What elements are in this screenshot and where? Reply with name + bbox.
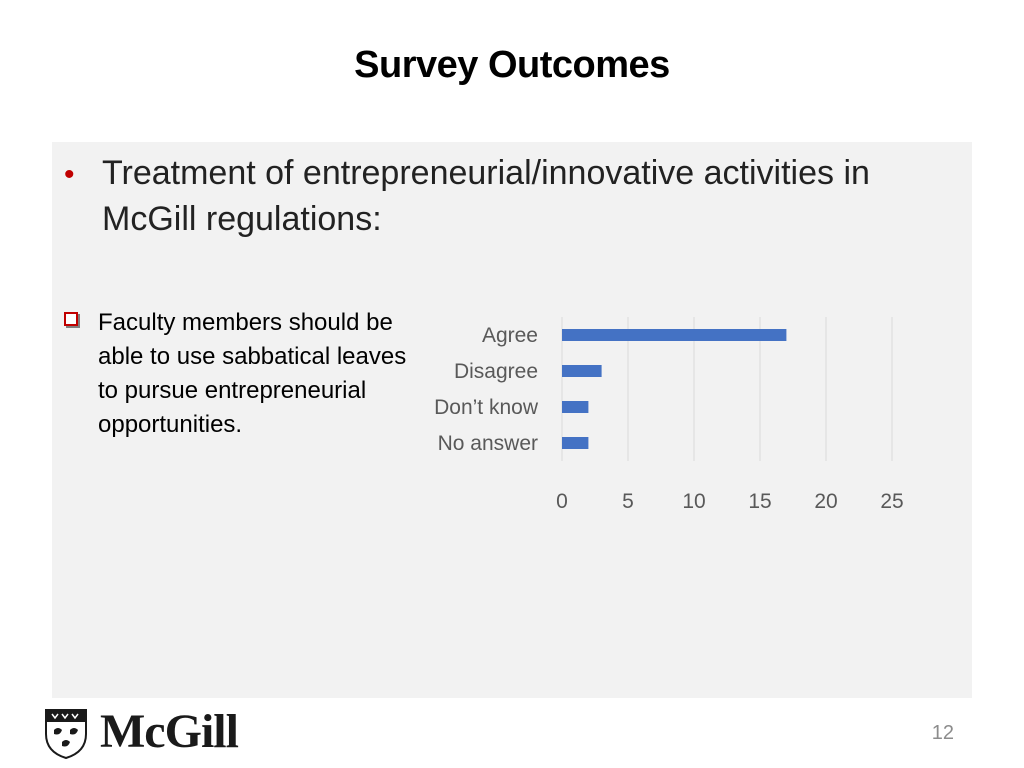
- checkbox-bullet-icon: [64, 312, 78, 326]
- chart-bars: [562, 329, 787, 449]
- category-label: No answer: [438, 432, 538, 455]
- page-number: 12: [931, 722, 954, 744]
- x-tick-label: 15: [748, 490, 771, 512]
- bullet-dot-icon: •: [64, 158, 75, 191]
- chart-tick-labels: 0 5 10 15 20 25: [556, 490, 904, 512]
- x-tick-label: 5: [622, 490, 634, 512]
- bar: [562, 329, 787, 341]
- mcgill-logo: McGill: [42, 704, 282, 760]
- category-label: Agree: [482, 324, 538, 347]
- crest-icon: [45, 709, 87, 760]
- main-bullet-text: Treatment of entrepreneurial/innovative …: [102, 154, 870, 238]
- bar-chart: Agree Disagree Don’t know No answer 0 5 10 15 2…: [434, 317, 904, 512]
- slide-title: Survey Outcomes: [354, 44, 670, 86]
- bar: [562, 401, 589, 413]
- x-tick-label: 0: [556, 490, 568, 512]
- logo-wordmark: McGill: [100, 705, 239, 758]
- bar: [562, 365, 602, 377]
- category-label: Disagree: [454, 360, 538, 383]
- sub-bullet-text: Faculty members should be able to use sa…: [98, 309, 407, 438]
- x-tick-label: 20: [814, 490, 837, 512]
- category-label: Don’t know: [434, 396, 539, 419]
- x-tick-label: 25: [880, 490, 903, 512]
- content-box: • Treatment of entrepreneurial/innovativ…: [52, 142, 972, 698]
- x-tick-label: 10: [682, 490, 705, 512]
- bar: [562, 437, 589, 449]
- chart-category-labels: Agree Disagree Don’t know No answer: [434, 324, 539, 455]
